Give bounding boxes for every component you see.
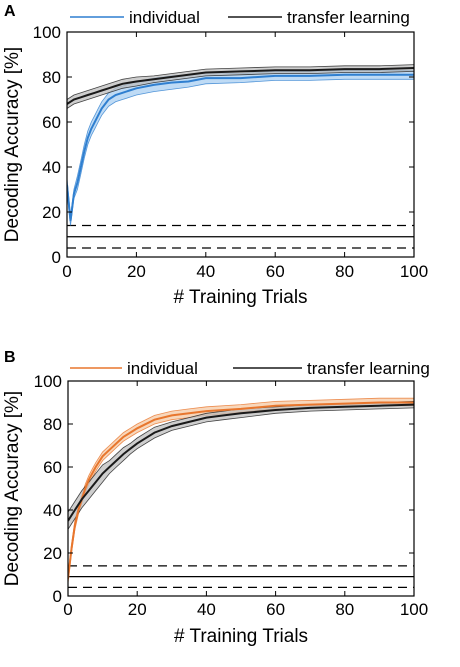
- x-tick-label: 0: [62, 262, 71, 281]
- y-tick-label: 40: [43, 501, 62, 520]
- y-tick-label: 0: [52, 248, 61, 267]
- x-tick-label: 40: [196, 262, 215, 281]
- legend-label-1: transfer learning: [287, 8, 410, 27]
- x-tick-label: 80: [335, 262, 354, 281]
- x-tick-label: 20: [128, 600, 147, 619]
- x-tick-label: 20: [127, 262, 146, 281]
- legend-label-0: individual: [127, 359, 198, 378]
- series-line-0: [67, 73, 414, 222]
- series-line-1: [68, 403, 414, 522]
- panel-label: B: [4, 349, 16, 366]
- series-band-upper-1: [67, 64, 414, 100]
- y-tick-label: 100: [34, 372, 62, 391]
- panel-a: A 0 20 40 60 80 100 0 20 40 60 80 100 # Training Tria…: [2, 3, 428, 308]
- series-band-lower-1: [67, 71, 414, 109]
- series-band-lower-1: [68, 407, 414, 530]
- legend: individual transfer learning: [70, 359, 430, 378]
- x-tick-label: 0: [63, 600, 72, 619]
- y-tick-label: 40: [42, 158, 61, 177]
- panel-label: A: [4, 3, 16, 20]
- x-tick-label: 60: [266, 262, 285, 281]
- axes-frame: [67, 380, 415, 597]
- legend-label-1: transfer learning: [307, 359, 430, 378]
- y-tick-label: 60: [43, 458, 62, 477]
- y-axis-label: Decoding Accuracy [%]: [2, 47, 23, 242]
- legend: individual transfer learning: [70, 8, 410, 27]
- x-tick-label: 40: [197, 600, 216, 619]
- series-band-lower-0: [67, 78, 414, 226]
- y-tick-label: 0: [53, 587, 62, 606]
- x-tick-label: 100: [400, 262, 428, 281]
- legend-label-0: individual: [129, 8, 200, 27]
- axes-frame: [66, 31, 415, 258]
- series-band-upper-0: [68, 397, 414, 575]
- series-line-0: [68, 401, 414, 579]
- x-tick-label: 60: [266, 600, 285, 619]
- series-line-1: [67, 67, 414, 105]
- x-axis-label: # Training Trials: [173, 287, 307, 308]
- y-tick-label: 20: [43, 544, 62, 563]
- series-band-0: [68, 398, 414, 584]
- x-tick-label: 100: [400, 600, 428, 619]
- y-axis-label: Decoding Accuracy [%]: [2, 391, 23, 586]
- x-axis-label: # Training Trials: [174, 626, 308, 647]
- y-tick-label: 100: [33, 23, 61, 42]
- y-tick-label: 60: [42, 113, 61, 132]
- plot-area: [68, 397, 414, 589]
- y-tick-label: 80: [43, 415, 62, 434]
- y-tick-label: 80: [42, 68, 61, 87]
- y-tick-label: 20: [42, 203, 61, 222]
- series-band-1: [68, 401, 414, 530]
- x-tick-label: 80: [335, 600, 354, 619]
- plot-area: [67, 64, 414, 249]
- series-band-lower-0: [68, 405, 414, 584]
- panel-b: B 0 20 40 60 80 100 0 20 40 60 80 100 # Training Tria…: [2, 349, 430, 647]
